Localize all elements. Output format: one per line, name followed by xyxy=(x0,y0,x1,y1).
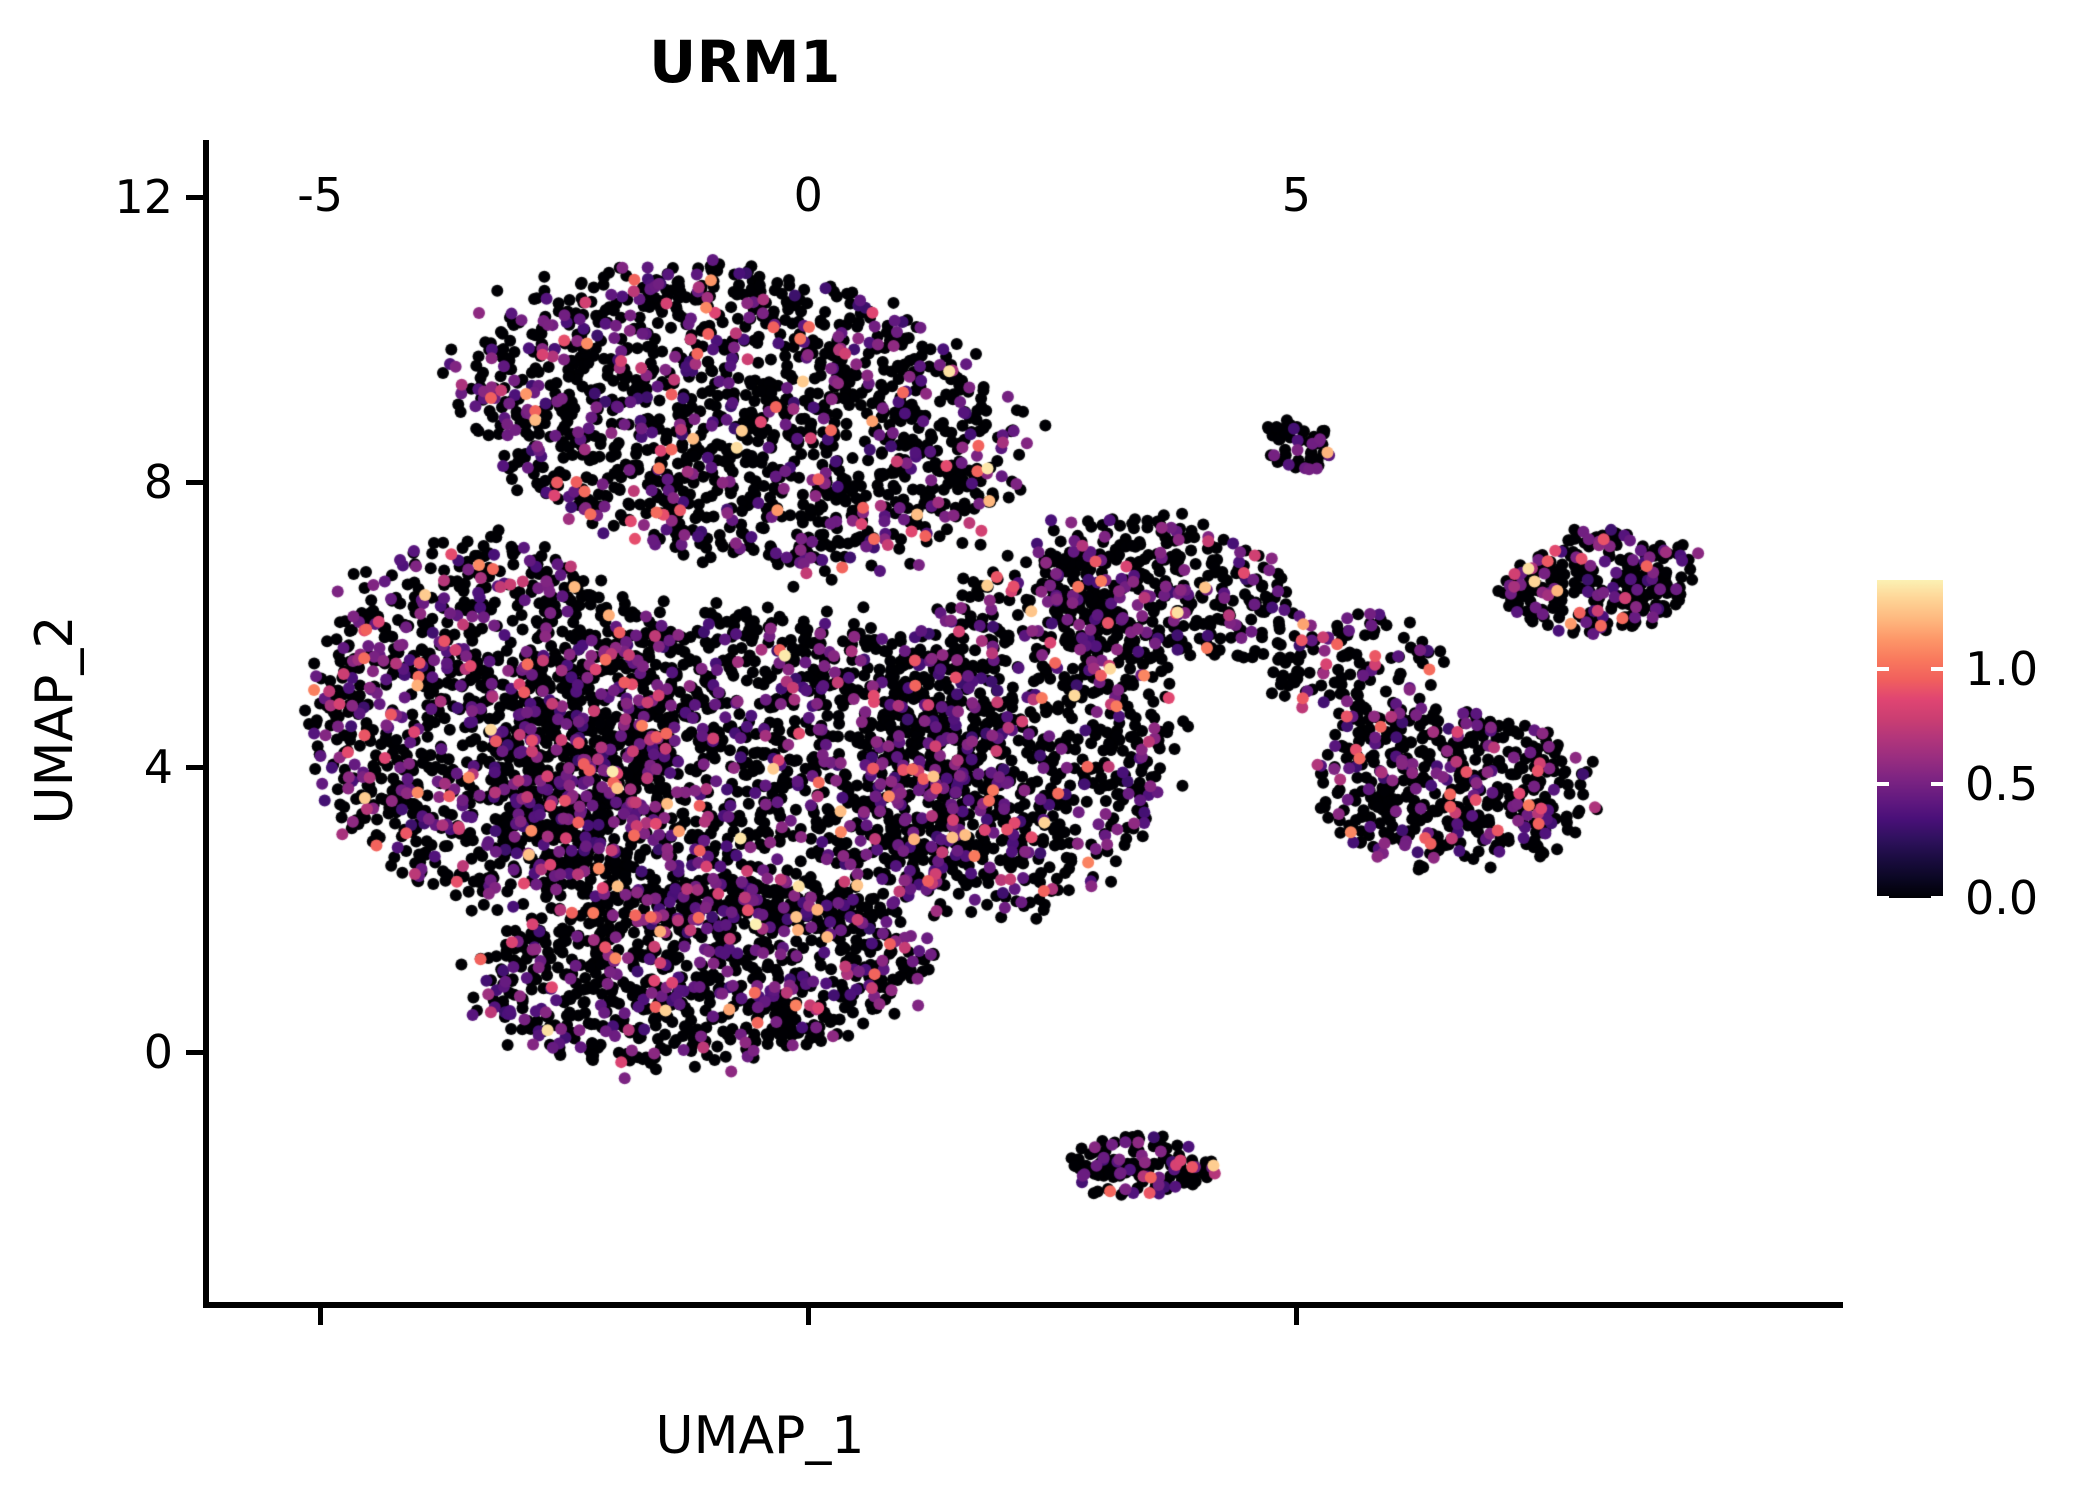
y-tick-label: 8 xyxy=(143,454,173,509)
x-axis-label: UMAP_1 xyxy=(655,1406,865,1466)
colorbar-tick-mark xyxy=(1931,667,1943,672)
scatter-plot-points xyxy=(203,140,1843,1308)
x-tick-mark xyxy=(806,1308,812,1325)
colorbar-tick-mark xyxy=(1931,781,1943,786)
axes-area: 0 4 8 12 -5 0 5 xyxy=(114,140,1843,1325)
y-tick-label: 4 xyxy=(143,739,173,794)
colorbar-tick-label: 1.0 xyxy=(1965,642,2039,697)
colorbar-gradient xyxy=(1877,580,1943,898)
y-axis-spine xyxy=(203,140,209,1308)
x-tick-label: -5 xyxy=(297,168,344,222)
colorbar-tick-mark xyxy=(1877,896,1889,900)
y-tick-mark xyxy=(186,1049,203,1055)
y-axis-label: UMAP_2 xyxy=(25,615,85,825)
x-tick-label: 0 xyxy=(793,168,823,222)
y-tick-mark xyxy=(186,479,203,485)
x-tick-label: 5 xyxy=(1281,168,1311,222)
y-tick-mark xyxy=(186,194,203,200)
colorbar-tick-mark xyxy=(1877,781,1889,786)
colorbar-tick-mark xyxy=(1931,896,1943,900)
colorbar-tick-label: 0.5 xyxy=(1965,756,2039,811)
colorbar: 1.0 0.5 0.0 xyxy=(1877,580,2077,925)
plot-title: URM1 xyxy=(649,28,841,96)
colorbar-tick-mark xyxy=(1877,667,1889,672)
x-tick-mark xyxy=(1294,1308,1300,1325)
y-tick-label: 0 xyxy=(143,1024,173,1079)
y-tick-label: 12 xyxy=(114,169,173,224)
x-axis-spine xyxy=(203,1302,1843,1308)
x-tick-mark xyxy=(318,1308,324,1325)
y-tick-mark xyxy=(186,764,203,770)
colorbar-tick-label: 0.0 xyxy=(1965,871,2039,925)
